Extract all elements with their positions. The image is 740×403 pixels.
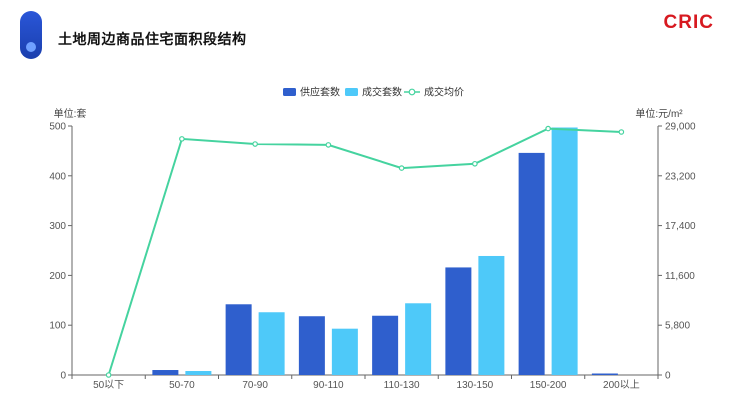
- x-tick-label: 200以上: [603, 379, 640, 391]
- price-point: [252, 141, 258, 147]
- y-tick-label-right: 23,200: [665, 171, 696, 182]
- y-tick-label-left: 400: [49, 171, 66, 182]
- y-tick-label-left: 200: [49, 271, 66, 282]
- section-marker: [20, 11, 42, 59]
- x-tick-label: 70-90: [242, 380, 268, 391]
- bar-supply: [298, 316, 325, 375]
- bar-deal: [478, 255, 505, 375]
- bar-supply: [591, 373, 618, 375]
- chart-title: 土地周边商品住宅面积段结构: [58, 31, 247, 47]
- price-point: [325, 142, 332, 148]
- y-tick-label-right: 17,400: [665, 221, 696, 232]
- price-point: [545, 125, 551, 132]
- legend-swatch-supply: [283, 88, 296, 96]
- legend-marker-price: [408, 88, 416, 96]
- bar-deal: [258, 312, 285, 375]
- x-tick-label: 90-110: [313, 380, 344, 391]
- y-tick-label-right: 5,800: [665, 321, 690, 332]
- y-tick-label-left: 300: [49, 221, 66, 232]
- y-tick-label-left: 0: [60, 371, 66, 382]
- price-point: [618, 129, 625, 135]
- y-tick-label-right: 11,600: [665, 271, 695, 282]
- bar-deal: [551, 127, 578, 375]
- legend-label-deal: 成交套数: [362, 86, 402, 99]
- price-point: [398, 165, 405, 171]
- x-tick-label: 130-150: [457, 380, 494, 391]
- bar-supply: [518, 152, 545, 375]
- y-axis-unit-right: 单位:元/m²: [635, 107, 683, 120]
- bar-deal: [185, 371, 212, 375]
- price-point: [472, 160, 478, 167]
- section-marker-dot: [26, 42, 36, 52]
- legend-swatch-deal: [345, 88, 358, 96]
- bar-deal: [331, 328, 358, 375]
- price-point: [179, 136, 185, 142]
- x-tick-label: 110-130: [384, 380, 420, 391]
- x-tick-label: 50以下: [93, 380, 124, 391]
- price-point: [105, 372, 112, 378]
- price-line: [107, 127, 622, 376]
- cric-logo: CRIC: [663, 12, 714, 33]
- y-tick-label-right: 0: [665, 371, 671, 382]
- bar-supply: [152, 370, 179, 375]
- y-tick-label-left: 100: [49, 321, 66, 332]
- legend-label-price: 成交均价: [424, 86, 464, 99]
- y-axis-unit-left: 单位:套: [54, 107, 87, 120]
- legend-label-supply: 供应套数: [300, 86, 340, 99]
- y-tick-label-right: 29,000: [665, 122, 696, 133]
- bar-supply: [225, 304, 252, 375]
- x-tick-label: 50-70: [169, 380, 195, 391]
- x-tick-label: 150-200: [530, 380, 567, 391]
- bar-supply: [445, 267, 472, 375]
- y-tick-label-left: 500: [49, 122, 66, 133]
- bar-deal: [405, 303, 432, 375]
- bar-supply: [372, 315, 399, 375]
